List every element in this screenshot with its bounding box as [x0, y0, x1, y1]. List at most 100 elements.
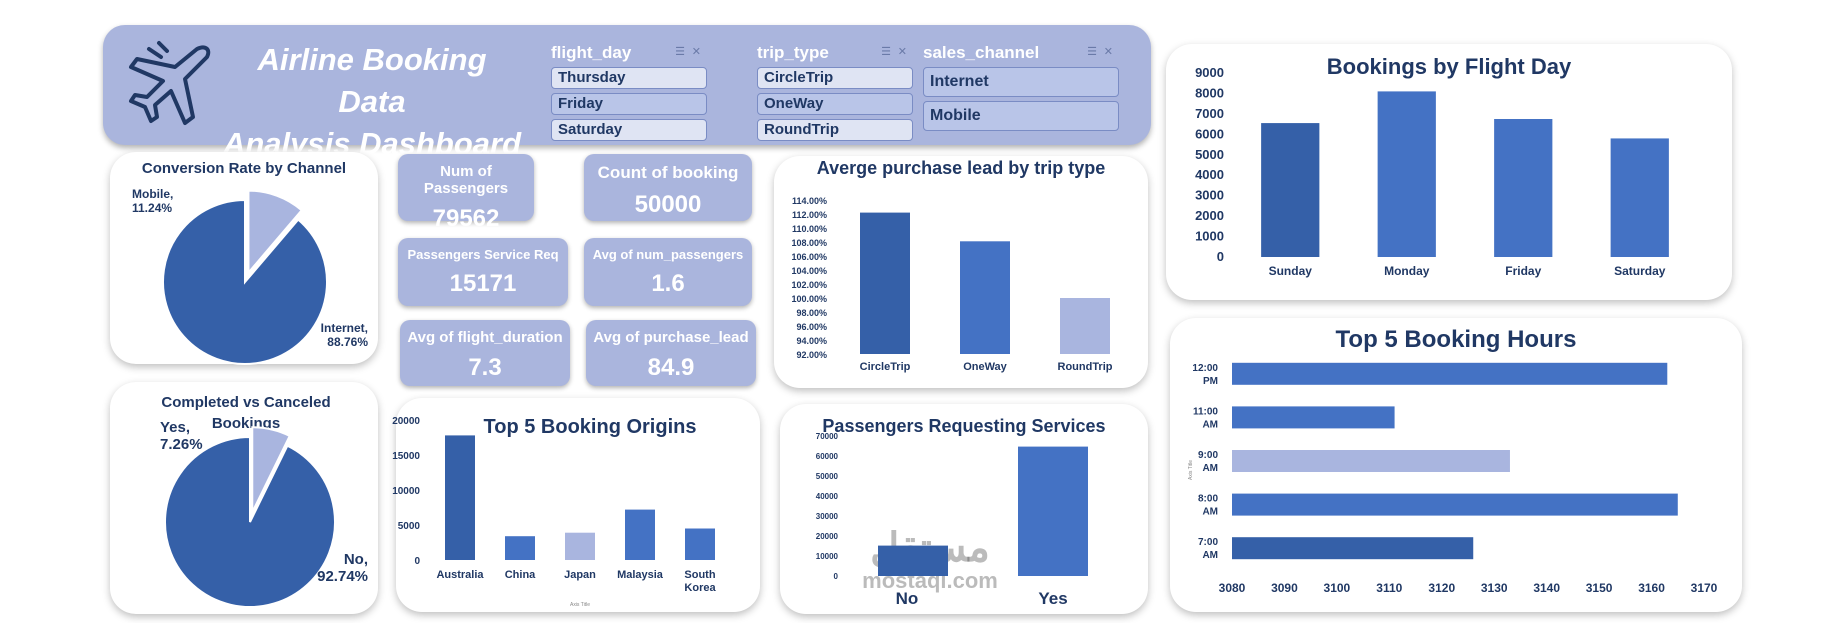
kpi-avg-flight-duration: Avg of flight_duration 7.3 — [400, 320, 570, 386]
bar — [1232, 450, 1510, 472]
slicer-item[interactable]: RoundTrip — [757, 119, 913, 141]
conversion-chart-title: Conversion Rate by Channel — [141, 160, 347, 177]
y-tick-label: 102.00% — [791, 280, 827, 290]
pie-pct-label: 92.74% — [317, 568, 368, 585]
kpi-label: Num of Passengers — [423, 163, 509, 197]
slicer-item[interactable]: Internet — [923, 67, 1119, 97]
bar — [1232, 537, 1474, 560]
kpi-passengers: Num of Passengers 79562 — [398, 154, 534, 232]
x-category-label: South — [684, 569, 715, 581]
multi-select-icon[interactable]: ☰ — [1087, 46, 1097, 58]
y-category-label: AM — [1202, 550, 1218, 561]
x-tick-label: 3150 — [1586, 581, 1613, 595]
slicer-item[interactable]: OneWay — [757, 93, 913, 115]
clear-filter-icon[interactable]: ✕ — [1103, 46, 1113, 58]
y-tick-label: 7000 — [1195, 106, 1224, 121]
bar — [1261, 123, 1320, 257]
y-tick-label: 0 — [414, 556, 420, 567]
kpi-label: Avg of purchase_lead — [593, 329, 749, 346]
y-tick-label: 94.00% — [796, 336, 827, 346]
bar — [860, 212, 910, 354]
slicer-title: flight_day — [551, 43, 632, 62]
y-category-label: 9:00 — [1198, 450, 1218, 461]
y-tick-label: 0 — [834, 572, 839, 581]
x-category-label: RoundTrip — [1058, 361, 1113, 373]
x-category-label: No — [896, 589, 919, 608]
kpi-service-req: Passengers Service Req 15171 — [398, 238, 568, 306]
x-category-label: CircleTrip — [860, 361, 911, 373]
bar — [685, 528, 715, 560]
y-tick-label: 50000 — [816, 472, 839, 481]
slicer-flight-day[interactable]: flight_day ☰ ✕ Thursday Friday Saturday — [551, 31, 707, 141]
clear-filter-icon[interactable]: ✕ — [897, 46, 907, 58]
y-tick-label: 30000 — [816, 512, 839, 521]
x-category-label: Friday — [1505, 264, 1541, 278]
x-category-label: Japan — [564, 569, 596, 581]
y-tick-label: 98.00% — [796, 308, 827, 318]
kpi-value: 15171 — [449, 270, 517, 297]
clear-filter-icon[interactable]: ✕ — [691, 46, 701, 58]
slicer-item[interactable]: Thursday — [551, 67, 707, 89]
x-tick-label: 3090 — [1271, 581, 1298, 595]
bar — [505, 536, 535, 560]
pie-slice — [162, 198, 328, 365]
kpi-avg-purchase-lead: Avg of purchase_lead 84.9 — [586, 320, 756, 386]
purchase-lead-chart-title: Averge purchase lead by trip type — [816, 158, 1106, 178]
y-category-label: 11:00 — [1193, 406, 1218, 417]
bar — [960, 241, 1010, 354]
kpi-label: Avg of flight_duration — [407, 329, 563, 346]
pie-pct-label: 11.24% — [132, 201, 172, 215]
kpi-bookings: Count of booking 50000 — [584, 154, 752, 221]
x-tick-label: 3140 — [1533, 581, 1560, 595]
slicer-item[interactable]: Mobile — [923, 101, 1119, 131]
dashboard-header: Airline Booking Data Analysis Dashboard … — [103, 25, 1151, 161]
bar — [625, 509, 655, 560]
pie-pct-label: 7.26% — [160, 436, 203, 453]
x-axis-title: Axis Title — [570, 602, 590, 608]
bar — [1494, 119, 1553, 257]
slicer-sales-channel[interactable]: sales_channel ☰ ✕ Internet Mobile — [923, 31, 1119, 139]
y-tick-label: 2000 — [1195, 208, 1224, 223]
slicer-item[interactable]: Friday — [551, 93, 707, 115]
y-axis-title: Axis Title — [1188, 460, 1194, 480]
x-category-label: Yes — [1038, 589, 1067, 608]
y-tick-label: 1000 — [1195, 229, 1224, 244]
slicer-item[interactable]: Saturday — [551, 119, 707, 141]
slicer-title: sales_channel — [923, 43, 1040, 62]
y-tick-label: 9000 — [1195, 65, 1224, 80]
slicer-title: trip_type — [757, 43, 829, 62]
x-category-label: Sunday — [1269, 264, 1313, 278]
multi-select-icon[interactable]: ☰ — [675, 46, 685, 58]
y-tick-label: 10000 — [392, 486, 420, 497]
pie-label: Mobile, — [132, 187, 173, 201]
pie-slice — [164, 435, 336, 608]
y-tick-label: 3000 — [1195, 188, 1224, 203]
multi-select-icon[interactable]: ☰ — [881, 46, 891, 58]
y-tick-label: 110.00% — [792, 224, 827, 234]
bar — [1232, 406, 1395, 429]
x-category-label: Australia — [436, 569, 484, 581]
x-category-label: Monday — [1384, 264, 1430, 278]
x-tick-label: 3120 — [1428, 581, 1455, 595]
kpi-value: 7.3 — [468, 354, 502, 381]
bar — [1232, 362, 1668, 385]
y-tick-label: 5000 — [1195, 147, 1224, 162]
y-tick-label: 15000 — [392, 451, 420, 462]
x-tick-label: 3170 — [1691, 581, 1718, 595]
kpi-value: 50000 — [634, 191, 702, 218]
bar — [1018, 446, 1088, 576]
kpi-avg-num-passengers: Avg of num_passengers 1.6 — [584, 238, 752, 306]
kpi-value: 1.6 — [651, 270, 685, 297]
slicer-trip-type[interactable]: trip_type ☰ ✕ CircleTrip OneWay RoundTrip — [757, 31, 913, 141]
kpi-label: Avg of num_passengers — [592, 247, 744, 262]
pie-label: Internet, — [321, 321, 368, 335]
bar — [1610, 138, 1669, 257]
slicer-item[interactable]: CircleTrip — [757, 67, 913, 89]
bar — [445, 435, 475, 560]
y-tick-label: 6000 — [1195, 126, 1224, 141]
y-tick-label: 108.00% — [791, 238, 827, 248]
y-tick-label: 40000 — [816, 492, 839, 501]
kpi-value: 79562 — [432, 205, 500, 232]
y-tick-label: 100.00% — [791, 294, 827, 304]
